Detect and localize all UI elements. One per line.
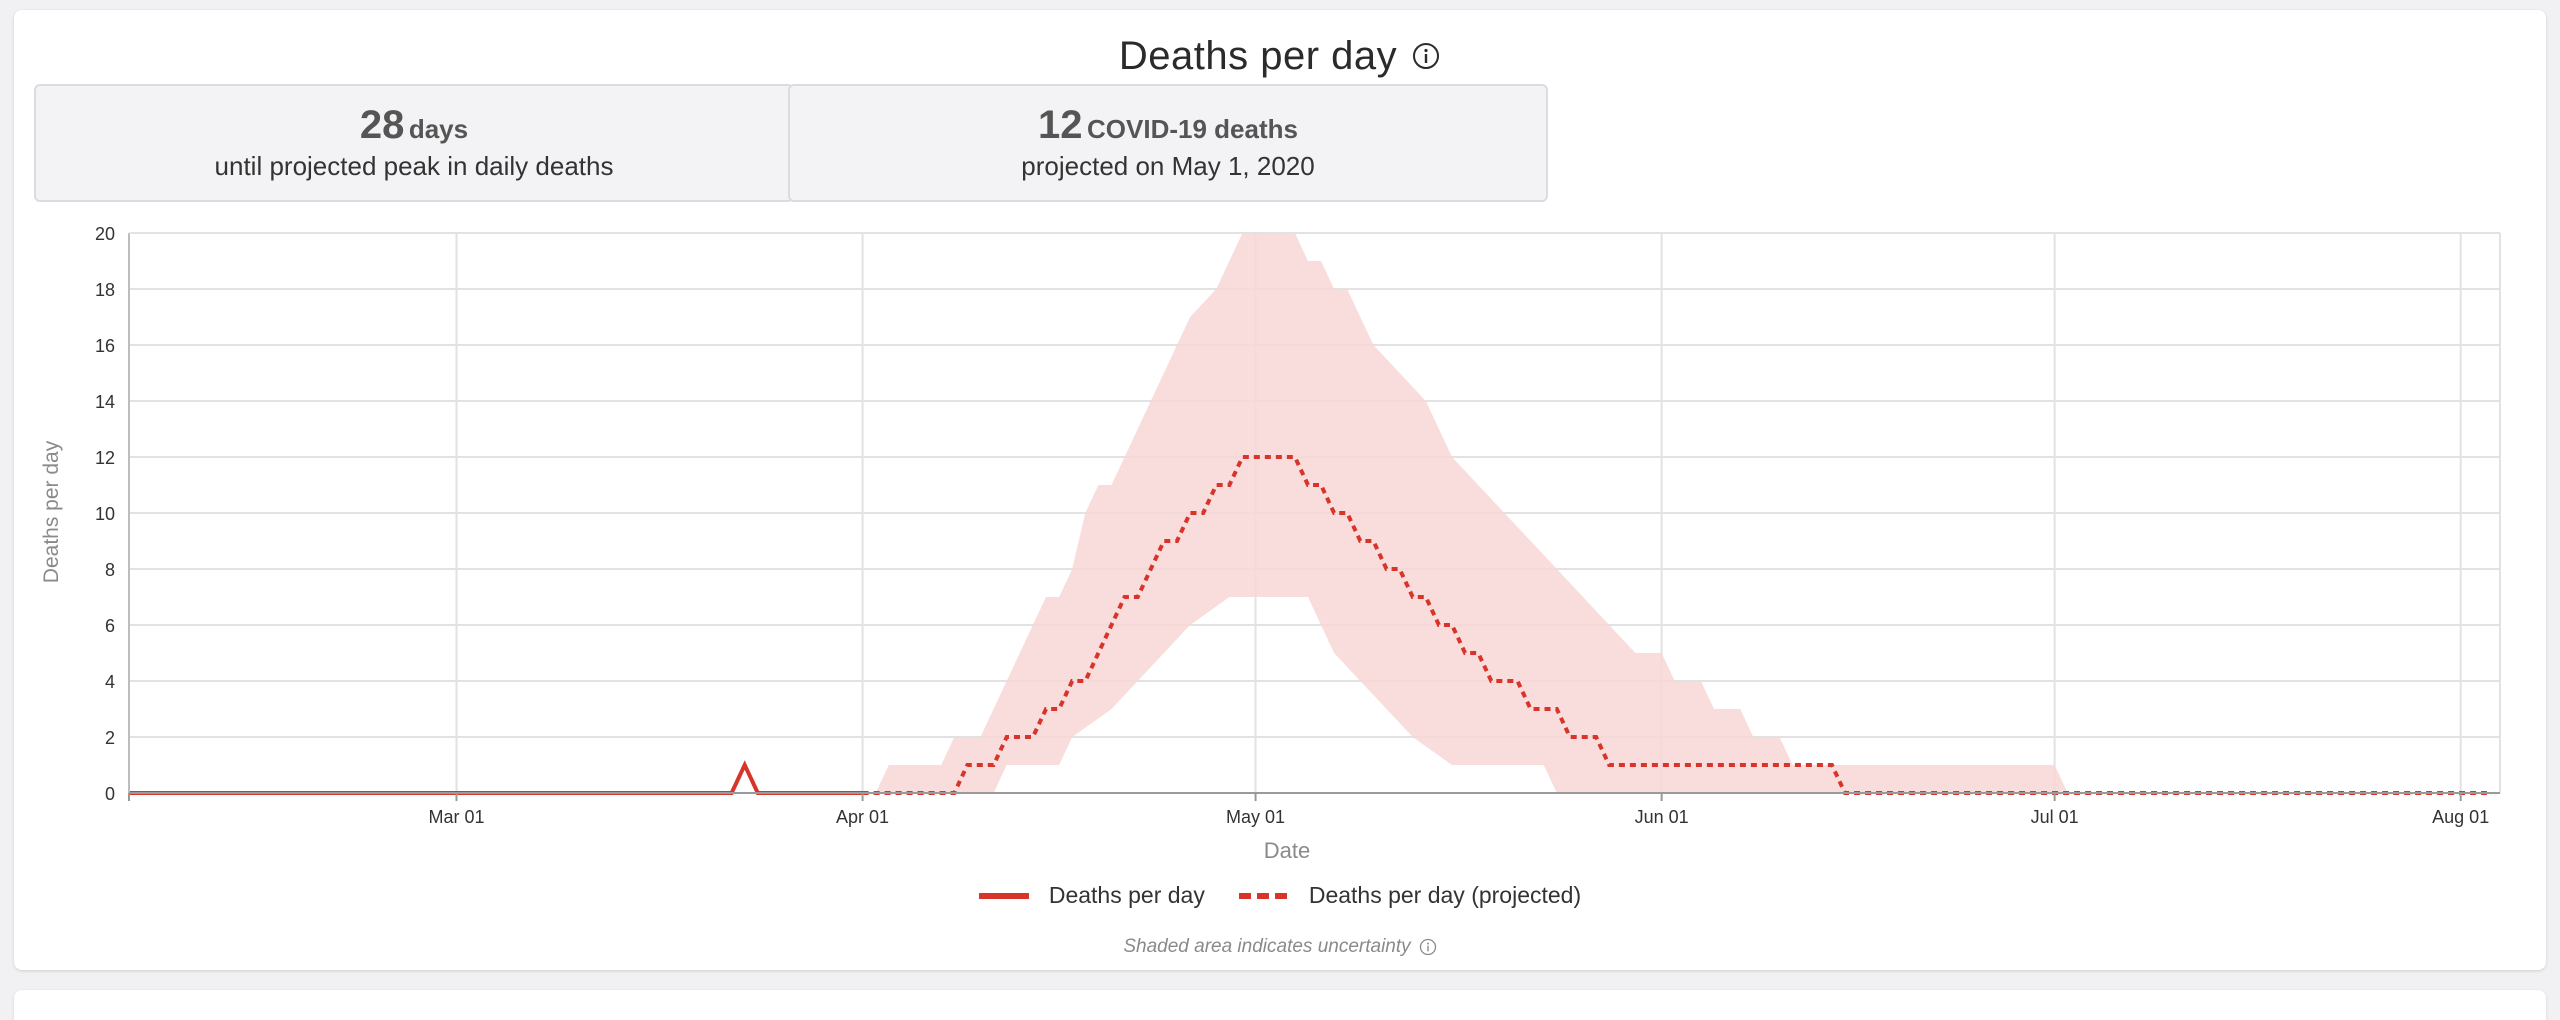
deaths-line-chart: 0 2 4 6 8 10 12 14 16 18 20 Mar 01 Apr 01 May 01 Jun 0…	[40, 224, 2501, 863]
y-tick-label: 14	[95, 392, 115, 412]
legend-label: Deaths per day (projected)	[1308, 882, 1582, 908]
stat-caption: projected on May 1, 2020	[1021, 151, 1315, 181]
stat-number: 12	[1038, 103, 1083, 147]
page-title: Deaths per day	[1118, 33, 1398, 78]
y-tick-label: 10	[95, 504, 115, 524]
next-card-edge	[14, 990, 2546, 1020]
legend-swatch-solid	[978, 892, 1029, 899]
legend-label: Deaths per day	[1048, 882, 1205, 908]
axis-layer: 0 2 4 6 8 10 12 14 16 18 20 Mar 01 Apr 01 May 01 Jun 0…	[95, 224, 2501, 827]
legend-item-actual[interactable]: Deaths per day	[978, 882, 1205, 909]
peak-countdown-stat: 28 days until projected peak in daily de…	[34, 84, 794, 202]
stat-unit: days	[408, 114, 469, 144]
x-tick-label: Apr 01	[836, 807, 889, 827]
y-tick-label: 6	[105, 616, 115, 636]
uncertainty-band-layer	[875, 233, 2068, 793]
x-tick-label: Mar 01	[428, 807, 484, 827]
uncertainty-band	[875, 233, 2068, 793]
stat-caption: until projected peak in daily deaths	[214, 151, 614, 181]
uncertainty-footnote: Shaded area indicates uncertainty	[14, 936, 2546, 958]
y-tick-label: 2	[105, 728, 115, 748]
legend-item-projected[interactable]: Deaths per day (projected)	[1238, 882, 1582, 909]
info-icon[interactable]	[1419, 938, 1437, 956]
y-tick-label: 0	[105, 784, 115, 804]
y-axis-title: Deaths per day	[40, 440, 63, 583]
x-tick-label: Aug 01	[2432, 807, 2489, 827]
actual-deaths-line	[129, 760, 863, 795]
chart-header: Deaths per day	[14, 28, 2546, 84]
y-tick-label: 20	[95, 224, 115, 244]
x-axis-title: Date	[1264, 838, 1310, 863]
info-icon[interactable]	[1411, 41, 1441, 71]
y-tick-label: 18	[95, 280, 115, 300]
y-tick-label: 16	[95, 336, 115, 356]
stat-unit: COVID-19 deaths	[1087, 114, 1298, 144]
stat-headline: 28 days	[36, 100, 792, 150]
legend-swatch-dashed	[1238, 892, 1289, 899]
x-tick-label: Jun 01	[1635, 807, 1689, 827]
stat-number: 28	[359, 103, 405, 147]
x-tick-label: May 01	[1226, 807, 1285, 827]
projected-deaths-line	[862, 455, 2487, 795]
y-tick-label: 4	[105, 672, 115, 692]
y-tick-label: 12	[95, 448, 115, 468]
x-tick-label: Jul 01	[2031, 807, 2079, 827]
chart-legend: Deaths per day Deaths per day (projected…	[14, 882, 2546, 909]
stat-headline: 12 COVID-19 deaths	[790, 100, 1546, 150]
y-tick-label: 8	[105, 560, 115, 580]
projected-deaths-stat: 12 COVID-19 deaths projected on May 1, 2…	[788, 84, 1548, 202]
footnote-text: Shaded area indicates uncertainty	[1123, 936, 1411, 957]
deaths-chart-card: Deaths per day 28 days until projected p…	[14, 10, 2546, 970]
